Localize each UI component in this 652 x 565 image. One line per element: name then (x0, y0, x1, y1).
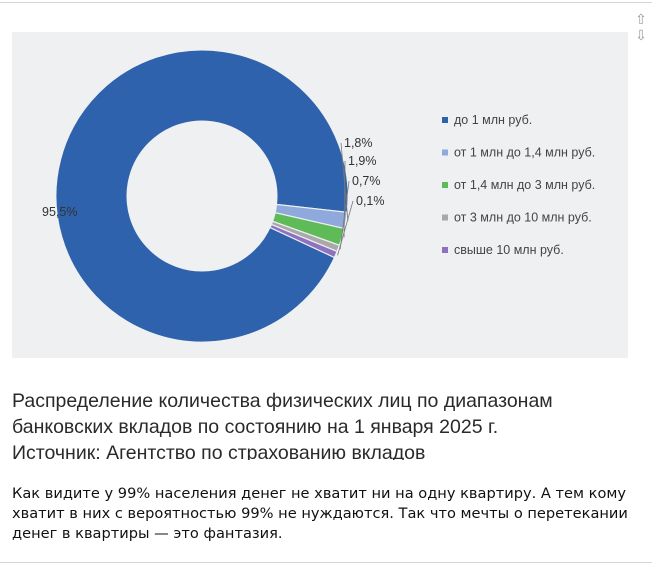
caption-line-3: Источник: Агентство по страхованию вклад… (12, 442, 426, 460)
scroll-down-icon[interactable]: ⇩ (635, 28, 647, 44)
data-label: 1,9% (348, 154, 377, 168)
legend-label: до 1 млн руб. (454, 113, 532, 127)
caption-line-2: банковских вкладов по состоянию на 1 янв… (12, 416, 499, 438)
label-leader-line (337, 200, 354, 256)
data-label: 0,1% (356, 194, 385, 208)
label-leader-line (343, 160, 346, 238)
comment-block: Как видите у 99% населения денег не хват… (12, 484, 640, 544)
label-leader-line (339, 180, 350, 250)
legend-swatch (442, 149, 448, 156)
chart-image: 95,5% 1,8% 1,9% 0,7% 0,1% до 1 млн руб. от 1 м… (12, 32, 628, 358)
frame-top-border (0, 2, 652, 3)
data-label: 0,7% (352, 174, 381, 188)
legend-swatch (442, 182, 448, 188)
legend-label: от 3 млн до 10 млн руб. (454, 211, 592, 225)
comment-text: Как видите у 99% населения денег не хват… (12, 485, 628, 542)
donut-slice (55, 49, 349, 343)
legend-label: от 1,4 млн до 3 млн руб. (454, 178, 595, 192)
legend-swatch (442, 117, 448, 123)
legend-label: от 1 млн до 1,4 млн руб. (454, 146, 595, 160)
donut-chart: 95,5% 1,8% 1,9% 0,7% 0,1% до 1 млн руб. от 1 м… (42, 49, 595, 343)
scroll-up-icon[interactable]: ⇧ (635, 12, 647, 28)
data-label: 1,8% (344, 136, 373, 150)
legend-swatch (442, 247, 448, 253)
chart-caption: Распределение количества физических лиц … (12, 358, 628, 460)
data-label: 95,5% (42, 205, 77, 219)
scroll-controls: ⇧ ⇩ (634, 12, 648, 44)
legend-swatch (442, 214, 448, 221)
caption-line-1: Распределение количества физических лиц … (12, 390, 553, 412)
donut-slice (269, 223, 338, 259)
legend-label: свыше 10 млн руб. (454, 243, 564, 257)
frame-bottom-border (0, 562, 652, 563)
